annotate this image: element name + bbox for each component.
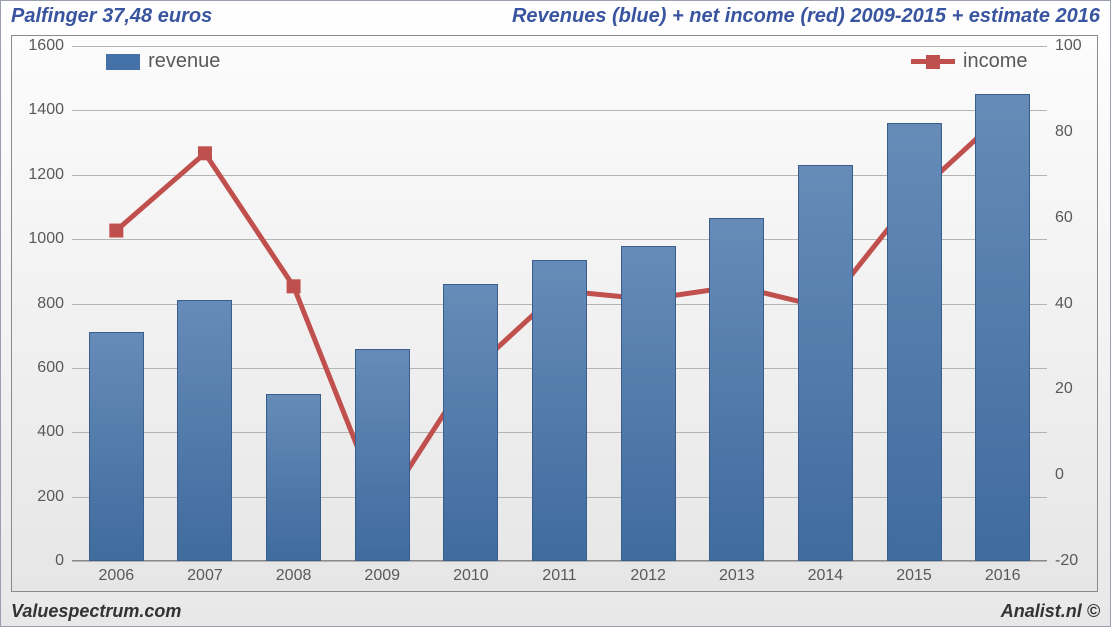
bar	[532, 260, 587, 561]
legend-income-label: income	[963, 50, 1027, 73]
bar	[975, 94, 1030, 561]
x-tick-label: 2012	[630, 561, 666, 585]
grid-line	[72, 46, 1047, 47]
legend-revenue-swatch	[106, 54, 140, 70]
y2-tick-label: 20	[1047, 380, 1073, 398]
y1-tick-label: 1400	[28, 101, 72, 119]
bar	[709, 218, 764, 561]
y1-tick-label: 800	[37, 295, 72, 313]
x-tick-label: 2008	[276, 561, 312, 585]
bar	[443, 284, 498, 561]
x-tick-label: 2007	[187, 561, 223, 585]
x-tick-label: 2016	[985, 561, 1021, 585]
bar	[355, 349, 410, 561]
y1-tick-label: 1000	[28, 230, 72, 248]
grid-line	[72, 110, 1047, 111]
y1-tick-label: 600	[37, 359, 72, 377]
x-tick-label: 2011	[542, 561, 576, 585]
legend-revenue-label: revenue	[148, 50, 220, 73]
legend-income: income	[911, 50, 1027, 73]
y1-tick-label: 400	[37, 423, 72, 441]
header: Palfinger 37,48 euros Revenues (blue) + …	[1, 1, 1110, 30]
y2-tick-label: -20	[1047, 552, 1078, 570]
y2-tick-label: 100	[1047, 37, 1082, 55]
bar	[798, 165, 853, 561]
bar	[621, 246, 676, 561]
y1-tick-label: 200	[37, 488, 72, 506]
footer-left: Valuespectrum.com	[11, 601, 181, 622]
x-tick-label: 2013	[719, 561, 755, 585]
legend-income-swatch	[911, 54, 955, 70]
bar	[177, 300, 232, 561]
y2-tick-label: 60	[1047, 209, 1073, 227]
y2-tick-label: 40	[1047, 295, 1073, 313]
y1-tick-label: 0	[55, 552, 72, 570]
x-tick-label: 2006	[99, 561, 135, 585]
plot-area: revenue income 0200400600800100012001400…	[72, 46, 1047, 561]
y1-tick-label: 1200	[28, 166, 72, 184]
bar	[887, 123, 942, 561]
y2-tick-label: 80	[1047, 123, 1073, 141]
footer: Valuespectrum.com Analist.nl ©	[1, 601, 1110, 626]
x-tick-label: 2014	[808, 561, 844, 585]
chart-frame: Palfinger 37,48 euros Revenues (blue) + …	[0, 0, 1111, 627]
legend-revenue: revenue	[106, 50, 220, 73]
x-tick-label: 2015	[896, 561, 932, 585]
y2-tick-label: 0	[1047, 466, 1064, 484]
x-tick-label: 2009	[364, 561, 400, 585]
plot-border: revenue income 0200400600800100012001400…	[11, 35, 1098, 592]
bar	[266, 394, 321, 561]
bar	[89, 332, 144, 561]
header-right: Revenues (blue) + net income (red) 2009-…	[512, 5, 1100, 28]
y1-tick-label: 1600	[28, 37, 72, 55]
header-left: Palfinger 37,48 euros	[11, 5, 212, 28]
x-tick-label: 2010	[453, 561, 489, 585]
footer-right: Analist.nl ©	[1001, 601, 1100, 622]
